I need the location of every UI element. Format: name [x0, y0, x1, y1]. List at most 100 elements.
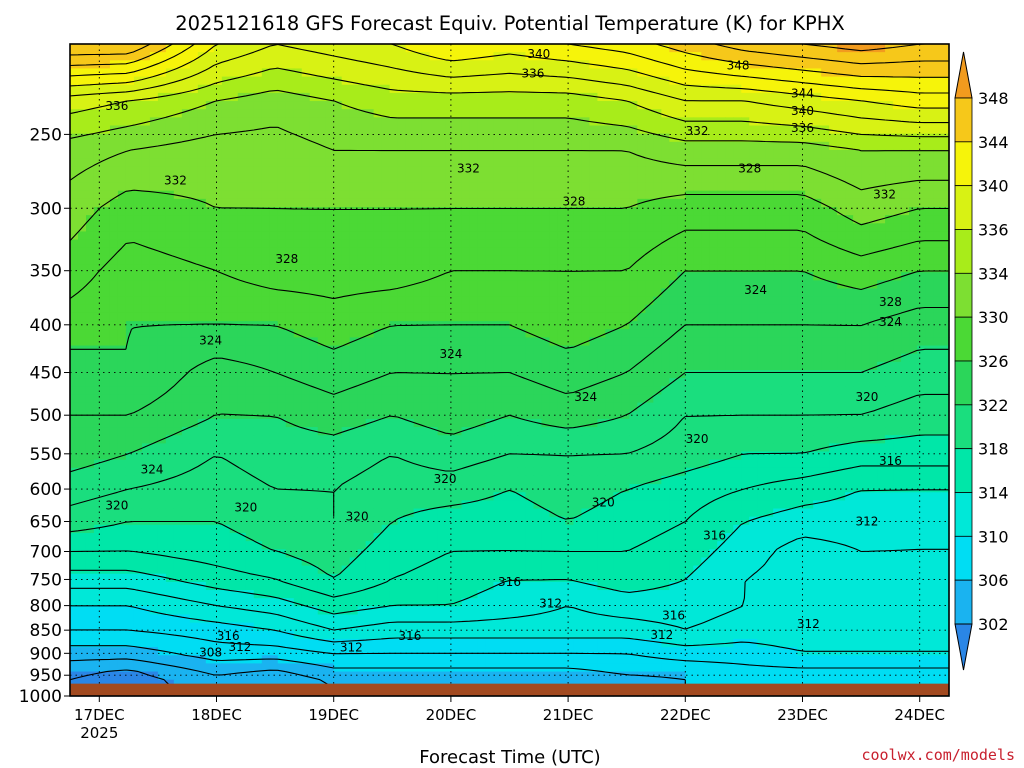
field-cell — [454, 403, 463, 412]
field-cell — [541, 166, 550, 175]
field-cell — [669, 346, 678, 355]
field-cell — [781, 142, 790, 151]
field-cell — [166, 289, 175, 298]
field-cell — [837, 337, 846, 346]
field-cell — [118, 44, 127, 53]
field-cell — [909, 321, 918, 330]
field-cell — [358, 321, 367, 330]
field-cell — [829, 101, 838, 110]
field-cell — [525, 223, 534, 232]
field-cell — [589, 109, 598, 118]
field-cell — [398, 207, 407, 216]
field-cell — [709, 142, 718, 151]
field-cell — [366, 394, 375, 403]
field-cell — [797, 280, 806, 289]
field-cell — [605, 223, 614, 232]
field-cell — [541, 109, 550, 118]
field-cell — [494, 378, 503, 387]
field-cell — [414, 297, 423, 306]
field-cell — [709, 289, 718, 298]
field-cell — [901, 150, 910, 159]
field-cell — [382, 207, 391, 216]
field-cell — [525, 109, 534, 118]
field-cell — [853, 256, 862, 265]
field-cell — [549, 231, 558, 240]
field-cell — [925, 93, 934, 102]
field-cell — [645, 378, 654, 387]
field-cell — [581, 77, 590, 86]
field-cell — [637, 109, 646, 118]
field-cell — [310, 183, 319, 192]
field-cell — [741, 305, 750, 314]
field-cell — [102, 313, 111, 322]
field-cell — [310, 280, 319, 289]
field-cell — [302, 346, 311, 355]
field-cell — [629, 109, 638, 118]
field-cell — [110, 272, 119, 281]
field-cell — [246, 297, 255, 306]
field-cell — [829, 370, 838, 379]
field-cell — [549, 256, 558, 265]
field-cell — [629, 44, 638, 53]
field-cell — [270, 346, 279, 355]
field-cell — [102, 346, 111, 355]
field-cell — [486, 272, 495, 281]
field-cell — [462, 231, 471, 240]
field-cell — [549, 158, 558, 167]
field-cell — [925, 215, 934, 224]
field-cell — [102, 386, 111, 395]
field-cell — [430, 174, 439, 183]
field-cell — [901, 93, 910, 102]
field-cell — [230, 223, 239, 232]
field-cell — [717, 231, 726, 240]
field-cell — [861, 337, 870, 346]
field-cell — [917, 305, 926, 314]
field-cell — [733, 256, 742, 265]
field-cell — [438, 313, 447, 322]
field-cell — [925, 280, 934, 289]
field-cell — [805, 223, 814, 232]
field-cell — [517, 231, 526, 240]
field-cell — [318, 117, 327, 126]
field-cell — [877, 378, 886, 387]
field-cell — [198, 297, 207, 306]
field-cell — [246, 142, 255, 151]
field-cell — [374, 191, 383, 200]
field-cell — [573, 370, 582, 379]
field-cell — [517, 109, 526, 118]
field-cell — [829, 231, 838, 240]
field-cell — [669, 126, 678, 135]
field-cell — [222, 44, 231, 53]
field-cell — [302, 297, 311, 306]
field-cell — [262, 297, 271, 306]
field-cell — [829, 52, 838, 61]
field-cell — [334, 183, 343, 192]
field-cell — [557, 109, 566, 118]
field-cell — [917, 109, 926, 118]
field-cell — [286, 191, 295, 200]
field-cell — [110, 378, 119, 387]
field-cell — [837, 199, 846, 208]
field-cell — [533, 386, 542, 395]
field-cell — [605, 174, 614, 183]
field-cell — [933, 362, 942, 371]
field-cell — [326, 207, 335, 216]
field-cell — [422, 150, 431, 159]
field-cell — [342, 305, 351, 314]
field-cell — [94, 297, 103, 306]
field-cell — [358, 93, 367, 102]
field-cell — [757, 272, 766, 281]
field-cell — [661, 256, 670, 265]
field-cell — [853, 240, 862, 249]
field-cell — [414, 109, 423, 118]
field-cell — [302, 394, 311, 403]
field-cell — [525, 150, 534, 159]
field-cell — [350, 93, 359, 102]
field-cell — [454, 362, 463, 371]
field-cell — [549, 346, 558, 355]
field-cell — [829, 77, 838, 86]
field-cell — [757, 305, 766, 314]
field-cell — [821, 60, 830, 69]
field-cell — [78, 142, 87, 151]
field-cell — [885, 126, 894, 135]
